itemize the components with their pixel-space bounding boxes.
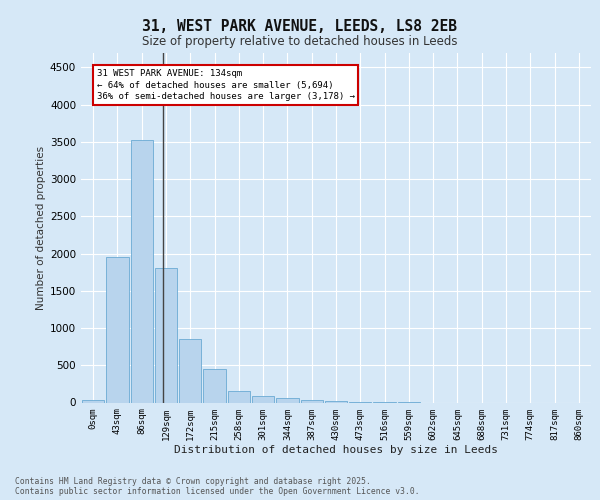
Text: Contains HM Land Registry data © Crown copyright and database right 2025.: Contains HM Land Registry data © Crown c… <box>15 477 371 486</box>
Y-axis label: Number of detached properties: Number of detached properties <box>36 146 46 310</box>
Text: 31 WEST PARK AVENUE: 134sqm
← 64% of detached houses are smaller (5,694)
36% of : 31 WEST PARK AVENUE: 134sqm ← 64% of det… <box>97 69 355 102</box>
Bar <box>179 339 202 402</box>
Bar <box>227 391 250 402</box>
Text: Size of property relative to detached houses in Leeds: Size of property relative to detached ho… <box>142 35 458 48</box>
Bar <box>301 400 323 402</box>
Bar <box>252 396 274 402</box>
Bar <box>131 140 153 402</box>
Bar <box>276 398 299 402</box>
Text: Contains public sector information licensed under the Open Government Licence v3: Contains public sector information licen… <box>15 487 419 496</box>
Bar <box>106 258 128 402</box>
Bar <box>155 268 177 402</box>
Text: 31, WEST PARK AVENUE, LEEDS, LS8 2EB: 31, WEST PARK AVENUE, LEEDS, LS8 2EB <box>143 19 458 34</box>
X-axis label: Distribution of detached houses by size in Leeds: Distribution of detached houses by size … <box>174 445 498 455</box>
Bar <box>203 369 226 402</box>
Bar <box>82 400 104 402</box>
